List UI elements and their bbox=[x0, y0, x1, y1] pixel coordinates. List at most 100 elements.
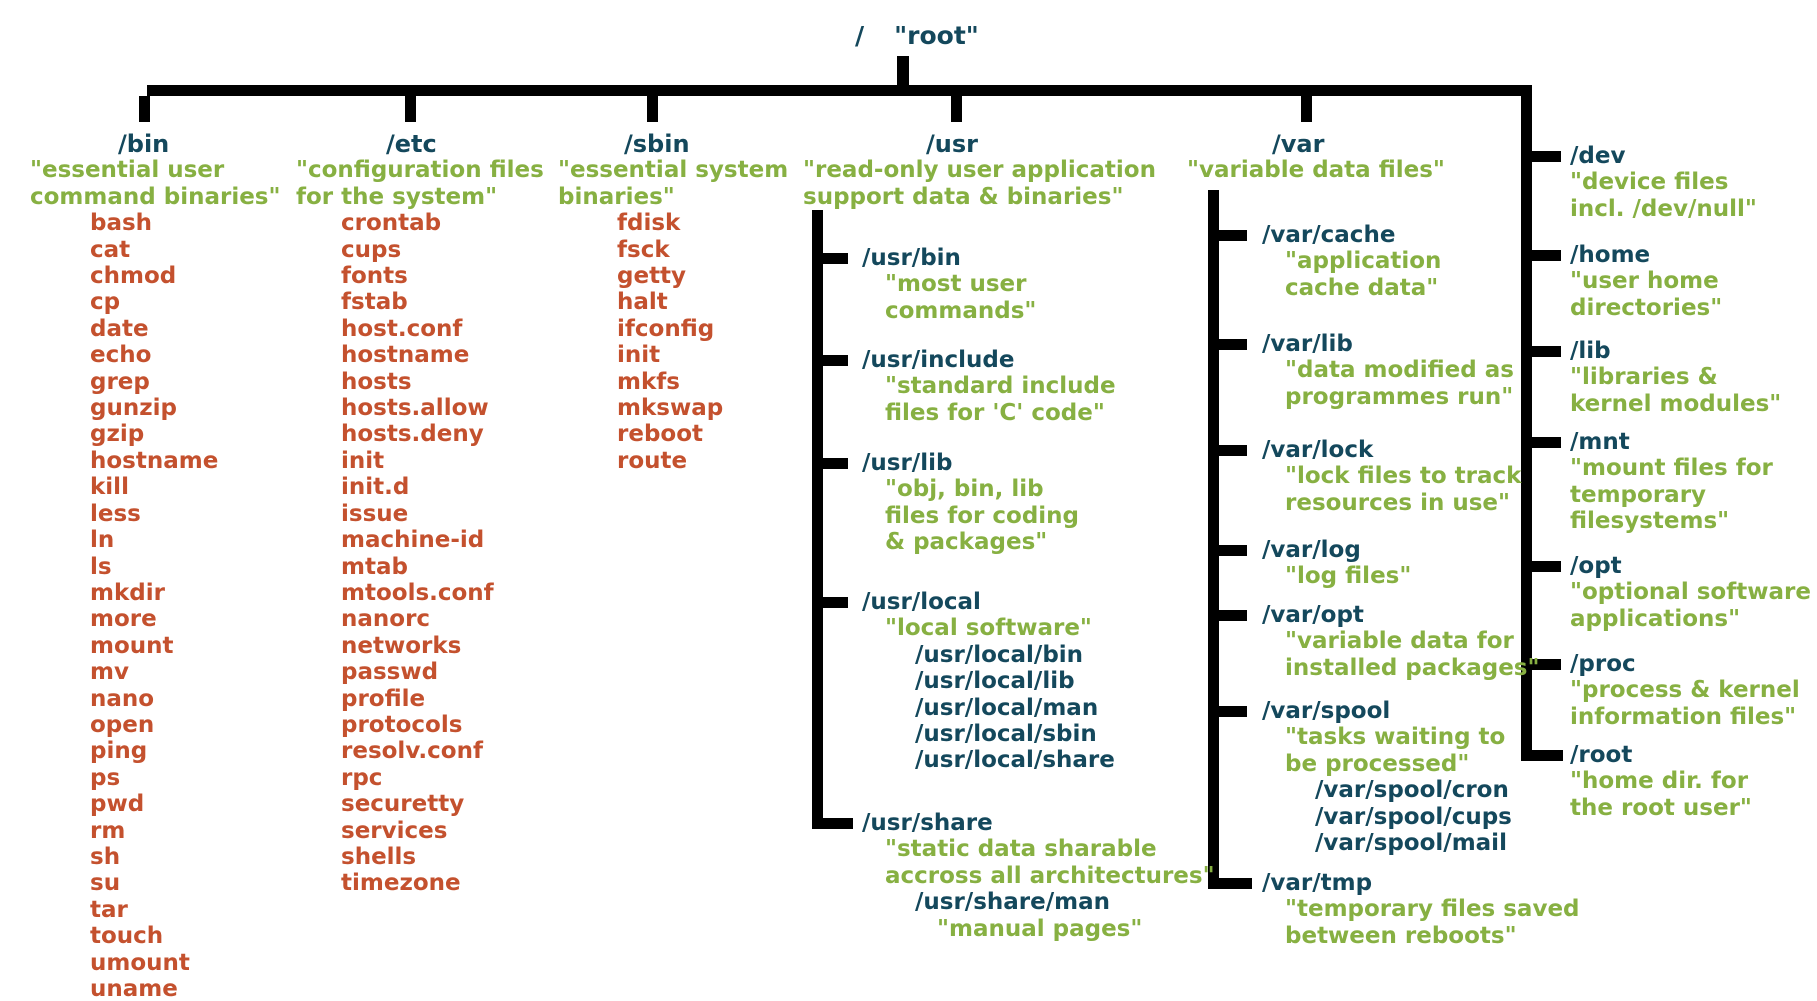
node-proc: /proc "process & kernel information file… bbox=[1570, 651, 1800, 730]
node-var-tmp: /var/tmp "temporary files saved between … bbox=[1262, 870, 1580, 949]
dir-usr-bin: /usr/bin bbox=[862, 245, 961, 271]
root-dir-desc-line1: "home dir. for bbox=[1570, 768, 1749, 795]
node-home: /home "user home directories" bbox=[1570, 242, 1722, 321]
var-spool-sub-item: /var/spool/mail bbox=[1315, 830, 1507, 857]
usr-local-desc-line1: "local software" bbox=[885, 615, 1092, 642]
bin-column: /bin "essential user command binaries" b… bbox=[28, 131, 280, 1001]
node-usr-bin: /usr/bin "most user commands" bbox=[862, 245, 1036, 324]
etc-file-item: profile bbox=[341, 685, 426, 712]
bin-file-list: bash cat chmod cp date echo grep gunzip gzip host… bbox=[90, 210, 280, 1001]
home-desc-line1: "user home bbox=[1570, 268, 1719, 295]
bin-file-item: ln bbox=[90, 527, 115, 554]
var-description-line1: "variable data files" bbox=[1187, 157, 1445, 184]
dir-bin: /bin bbox=[118, 130, 170, 158]
dir-dev: /dev bbox=[1570, 143, 1626, 169]
etc-description-line2: for the system" bbox=[296, 183, 498, 210]
sbin-file-list: fdisk fsck getty halt ifconfig init mkfs mkswap… bbox=[617, 210, 788, 474]
var-cache-desc-line1: "application bbox=[1285, 248, 1442, 275]
var-column-header: /var "variable data files" bbox=[1187, 131, 1445, 184]
etc-file-item: timezone bbox=[341, 870, 461, 897]
node-lib: /lib "libraries & kernel modules" bbox=[1570, 338, 1781, 417]
bin-file-item: mv bbox=[90, 659, 129, 686]
usr-lib-desc-line1: "obj, bin, lib bbox=[885, 476, 1044, 503]
bin-file-item: tar bbox=[90, 896, 128, 923]
tick-root bbox=[1521, 750, 1563, 761]
dir-var-log: /var/log bbox=[1262, 537, 1361, 563]
opt-desc-line2: applications" bbox=[1570, 605, 1741, 632]
dir-var-lib: /var/lib bbox=[1262, 331, 1353, 357]
node-var-cache: /var/cache "application cache data" bbox=[1262, 222, 1441, 301]
dir-usr-include: /usr/include bbox=[862, 347, 1015, 373]
dir-home: /home bbox=[1570, 242, 1651, 268]
var-spool-desc-line2: be processed" bbox=[1285, 750, 1470, 777]
var-lib-desc-line1: "data modified as bbox=[1285, 357, 1514, 384]
bin-file-item: open bbox=[90, 711, 155, 738]
tick-var-cache bbox=[1208, 230, 1247, 241]
bin-file-item: cp bbox=[90, 289, 121, 316]
var-stub-line bbox=[1301, 96, 1312, 122]
usr-lib-desc-line2: files for coding bbox=[885, 502, 1080, 529]
etc-file-item: rpc bbox=[341, 764, 383, 791]
dir-sbin: /sbin bbox=[624, 130, 690, 158]
tick-usr-lib bbox=[812, 458, 848, 469]
lib-desc-line1: "libraries & bbox=[1570, 364, 1718, 391]
bin-file-item: gzip bbox=[90, 421, 145, 448]
usr-share-desc-line2: accross all architectures" bbox=[885, 862, 1215, 889]
usr-local-sub-list: /usr/local/bin/usr/local/lib/usr/local/m… bbox=[915, 642, 1115, 774]
etc-file-item: fstab bbox=[341, 289, 408, 316]
etc-file-item: networks bbox=[341, 632, 462, 659]
bin-file-item: su bbox=[90, 870, 121, 897]
tick-opt bbox=[1521, 561, 1561, 572]
tick-usr-include bbox=[812, 355, 848, 366]
bin-file-item: rm bbox=[90, 817, 126, 844]
opt-desc-line1: "optional software bbox=[1570, 579, 1811, 606]
etc-file-item: cups bbox=[341, 236, 402, 263]
lib-desc-line2: kernel modules" bbox=[1570, 390, 1782, 417]
etc-file-item: fonts bbox=[341, 263, 408, 290]
node-opt: /opt "optional software applications" bbox=[1570, 553, 1811, 632]
sbin-file-item: mkfs bbox=[617, 368, 680, 395]
bin-description-line1: "essential user bbox=[30, 157, 225, 184]
node-mnt: /mnt "mount files for temporary filesyst… bbox=[1570, 429, 1773, 535]
sbin-file-item: ifconfig bbox=[617, 315, 715, 342]
var-spool-desc-line1: "tasks waiting to bbox=[1285, 724, 1506, 751]
top-horizontal-line bbox=[147, 85, 1532, 96]
usr-bin-desc-line2: commands" bbox=[885, 297, 1037, 324]
right-branch-spine bbox=[1521, 85, 1532, 761]
etc-file-item: passwd bbox=[341, 659, 439, 686]
root-node: / "root" bbox=[855, 21, 979, 50]
bin-file-item: ls bbox=[90, 553, 112, 580]
etc-file-item: hostname bbox=[341, 342, 470, 369]
node-var-spool: /var/spool "tasks waiting to be processe… bbox=[1262, 698, 1512, 856]
etc-file-item: init.d bbox=[341, 474, 410, 501]
proc-desc-line2: information files" bbox=[1570, 703, 1797, 730]
node-var-opt: /var/opt "variable data for installed pa… bbox=[1262, 602, 1539, 681]
tick-mnt bbox=[1521, 437, 1561, 448]
usr-local-sub-item: /usr/local/sbin bbox=[915, 721, 1097, 748]
dir-var-opt: /var/opt bbox=[1262, 602, 1364, 628]
etc-description-line1: "configuration files bbox=[296, 157, 544, 184]
root-description: "root" bbox=[894, 21, 979, 50]
dir-var-spool: /var/spool bbox=[1262, 698, 1391, 724]
usr-share-man-desc: "manual pages" bbox=[937, 915, 1143, 942]
bin-file-item: grep bbox=[90, 368, 150, 395]
dir-mnt: /mnt bbox=[1570, 429, 1630, 455]
sbin-file-item: reboot bbox=[617, 421, 704, 448]
var-log-desc-line1: "log files" bbox=[1285, 563, 1412, 590]
bin-file-item: sh bbox=[90, 843, 121, 870]
node-dev: /dev "device files incl. /dev/null" bbox=[1570, 143, 1757, 222]
dir-var-tmp: /var/tmp bbox=[1262, 870, 1373, 896]
var-lock-desc-line2: resources in use" bbox=[1285, 489, 1510, 516]
usr-include-desc-line1: "standard include bbox=[885, 373, 1116, 400]
var-spool-sub-item: /var/spool/cron bbox=[1315, 777, 1509, 804]
etc-column: /etc "configuration files for the system… bbox=[296, 131, 544, 897]
var-lib-desc-line2: programmes run" bbox=[1285, 383, 1514, 410]
node-usr-local: /usr/local "local software" /usr/local/b… bbox=[862, 589, 1115, 774]
root-connector-line bbox=[897, 56, 909, 86]
tick-var-spool bbox=[1208, 706, 1247, 717]
bin-file-item: uname bbox=[90, 976, 178, 1001]
mnt-desc-line2: temporary bbox=[1570, 481, 1707, 508]
sbin-file-item: halt bbox=[617, 289, 668, 316]
etc-file-item: hosts.allow bbox=[341, 395, 489, 422]
